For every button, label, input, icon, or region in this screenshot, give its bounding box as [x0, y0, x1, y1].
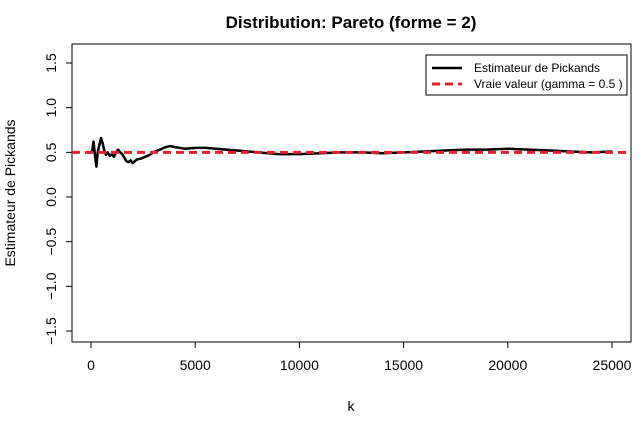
x-tick-label: 20000: [488, 357, 527, 373]
y-tick-label: 1.0: [43, 98, 59, 118]
y-axis: −1.5 −1.0 −0.5 0.0 0.5 1.0 1.5: [43, 53, 73, 345]
x-axis-label: k: [348, 398, 356, 414]
y-tick-label: 0.0: [43, 187, 59, 207]
y-axis-label: Estimateur de Pickands: [2, 119, 18, 266]
legend-box: [425, 54, 628, 96]
y-tick-label: −1.0: [43, 272, 59, 300]
legend-label-pickands: Estimateur de Pickands: [474, 61, 600, 75]
x-tick-label: 25000: [593, 357, 632, 373]
x-tick-label: 10000: [280, 357, 319, 373]
y-tick-label: −0.5: [43, 228, 59, 256]
legend: Estimateur de Pickands Vraie valeur (gam…: [425, 54, 628, 96]
series-layer: [72, 136, 631, 168]
y-tick-label: 0.5: [43, 142, 59, 162]
legend-label-true-value: Vraie valeur (gamma = 0.5 ): [474, 77, 623, 91]
x-tick-label: 0: [87, 357, 95, 373]
y-tick-label: −1.5: [43, 317, 59, 345]
chart-title: Distribution: Pareto (forme = 2): [226, 13, 477, 32]
x-tick-label: 5000: [180, 357, 211, 373]
x-tick-label: 15000: [384, 357, 423, 373]
x-axis: 0 5000 10000 15000 20000 25000: [87, 341, 632, 373]
y-tick-label: 1.5: [43, 53, 59, 73]
